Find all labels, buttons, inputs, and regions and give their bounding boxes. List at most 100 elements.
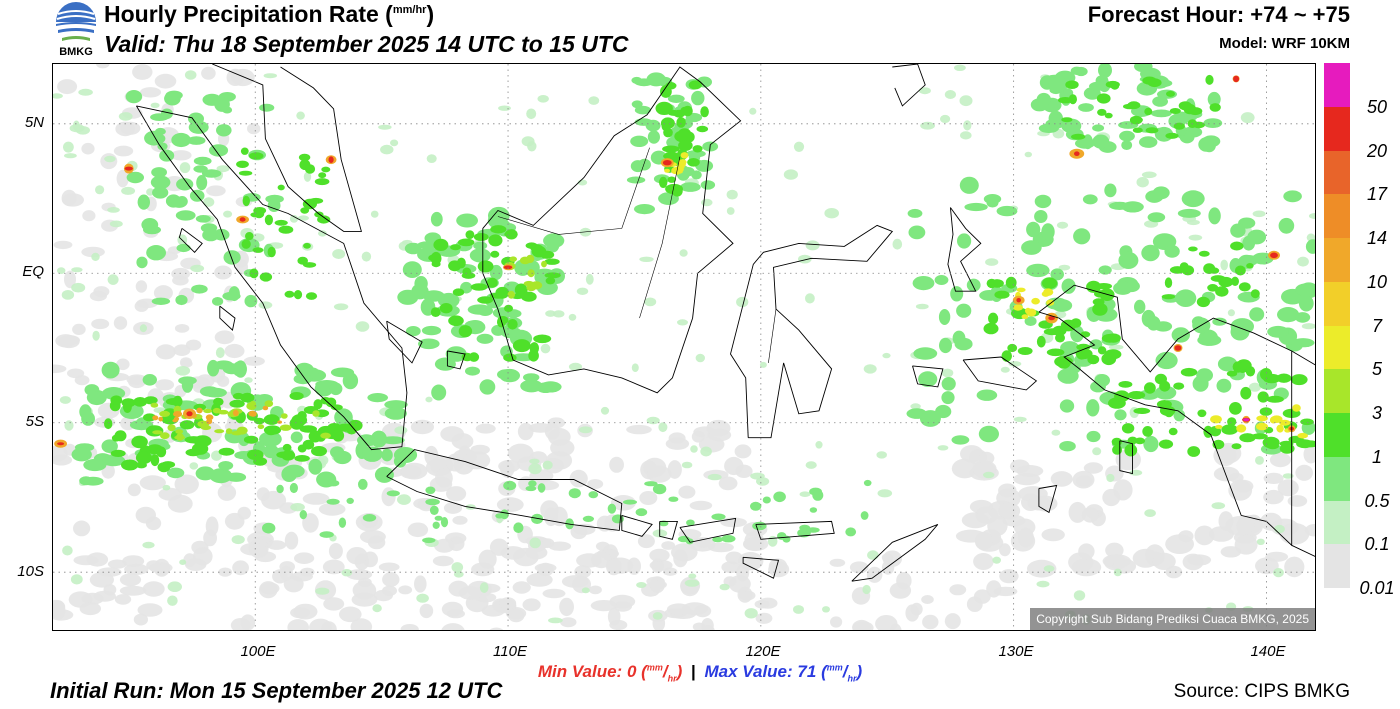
precip-cell xyxy=(1298,295,1314,312)
coastline xyxy=(1291,350,1315,557)
precip-cell xyxy=(1145,127,1159,134)
precip-cell xyxy=(241,239,251,249)
precip-cell xyxy=(528,480,537,487)
precip-cell xyxy=(646,416,660,425)
precip-cell xyxy=(1172,111,1191,125)
precip-cell xyxy=(253,209,265,219)
precip-cell xyxy=(768,558,788,574)
precip-cell xyxy=(326,498,340,505)
precip-cell xyxy=(1078,103,1094,112)
precip-cell xyxy=(64,153,77,159)
precip-cell xyxy=(101,454,126,467)
precip-cell xyxy=(889,623,902,630)
precip-cell xyxy=(150,113,169,121)
precip-cell xyxy=(1110,81,1120,90)
precip-cell xyxy=(1240,386,1252,400)
precip-cell xyxy=(267,246,276,258)
precip-cell xyxy=(743,537,765,551)
precip-cell xyxy=(259,431,282,447)
precip-cell xyxy=(319,531,334,538)
precip-cell xyxy=(294,552,315,564)
precip-cell xyxy=(994,290,1010,299)
precip-cell xyxy=(600,406,610,415)
precip-cell xyxy=(664,168,670,173)
precip-cell xyxy=(1308,213,1315,219)
precip-cell xyxy=(1303,445,1315,464)
precip-cell xyxy=(490,250,500,258)
precip-cell xyxy=(1092,302,1108,316)
precip-cell xyxy=(451,562,464,573)
precip-cell xyxy=(323,597,345,611)
precip-cell xyxy=(441,623,465,630)
precip-cell xyxy=(1207,91,1221,107)
precip-cell xyxy=(352,580,377,600)
precip-cell xyxy=(680,152,689,159)
precip-cell xyxy=(1147,212,1166,223)
precip-cell xyxy=(990,279,1004,288)
precip-cell xyxy=(1007,343,1018,353)
precip-cell xyxy=(132,64,153,80)
precip-cell xyxy=(465,366,480,376)
model-name: Model: WRF 10KM xyxy=(1219,35,1350,52)
precip-cell xyxy=(648,580,667,590)
precip-cell xyxy=(121,186,136,195)
precip-cell xyxy=(744,608,758,619)
precip-cell xyxy=(217,484,237,501)
precip-cell xyxy=(1000,366,1010,373)
precip-cell xyxy=(146,245,166,261)
precip-cell xyxy=(1194,525,1215,546)
precip-cell xyxy=(1119,130,1135,142)
precip-cell xyxy=(61,193,84,207)
precip-cell xyxy=(591,551,612,569)
precip-cell xyxy=(453,571,464,578)
precip-cell xyxy=(1051,299,1073,312)
coastline xyxy=(212,64,362,232)
precip-cell xyxy=(262,522,276,534)
precip-cell xyxy=(488,234,503,247)
precip-cell xyxy=(1256,415,1268,422)
precip-cell xyxy=(1025,307,1031,314)
precip-cell xyxy=(1048,76,1069,92)
precip-cell xyxy=(630,135,649,147)
precip-cell xyxy=(590,600,618,612)
coastline xyxy=(912,365,944,388)
precip-cell xyxy=(1168,427,1178,436)
precip-cell xyxy=(215,347,225,359)
precip-cell xyxy=(263,73,277,79)
precip-cell xyxy=(244,377,253,383)
lon-label-140e: 140E xyxy=(1250,643,1286,660)
precip-cell xyxy=(1121,140,1133,150)
precip-cell xyxy=(274,219,288,226)
precip-cell xyxy=(662,160,672,166)
precip-cell xyxy=(627,557,641,575)
precip-cell xyxy=(135,506,156,524)
precip-cell xyxy=(1164,277,1173,288)
precip-cell xyxy=(1129,469,1143,476)
precip-cell xyxy=(1169,108,1181,114)
precip-cell xyxy=(666,603,691,615)
precip-cell xyxy=(103,584,117,596)
precip-cell xyxy=(477,260,494,273)
precip-cell xyxy=(1158,439,1174,449)
precip-cell xyxy=(521,291,537,302)
precip-cell xyxy=(529,537,541,549)
coastline xyxy=(446,350,466,370)
precip-cell xyxy=(537,95,549,103)
precip-cell xyxy=(961,512,990,529)
precip-cell xyxy=(372,604,382,613)
precip-cell xyxy=(866,566,883,583)
precip-cell xyxy=(755,612,773,624)
precip-cell xyxy=(1111,437,1123,446)
precip-cell xyxy=(151,297,171,305)
precip-cell xyxy=(1292,404,1301,412)
precip-cell xyxy=(1165,534,1194,554)
precip-cell xyxy=(176,178,194,191)
legend-swatch xyxy=(1324,369,1350,413)
precip-cell xyxy=(941,368,954,378)
precip-cell xyxy=(74,375,90,386)
precip-cell xyxy=(152,415,159,421)
precip-cell xyxy=(1048,110,1063,127)
precip-cell xyxy=(998,483,1017,498)
precip-cell xyxy=(93,286,110,298)
precip-cell xyxy=(867,550,879,560)
